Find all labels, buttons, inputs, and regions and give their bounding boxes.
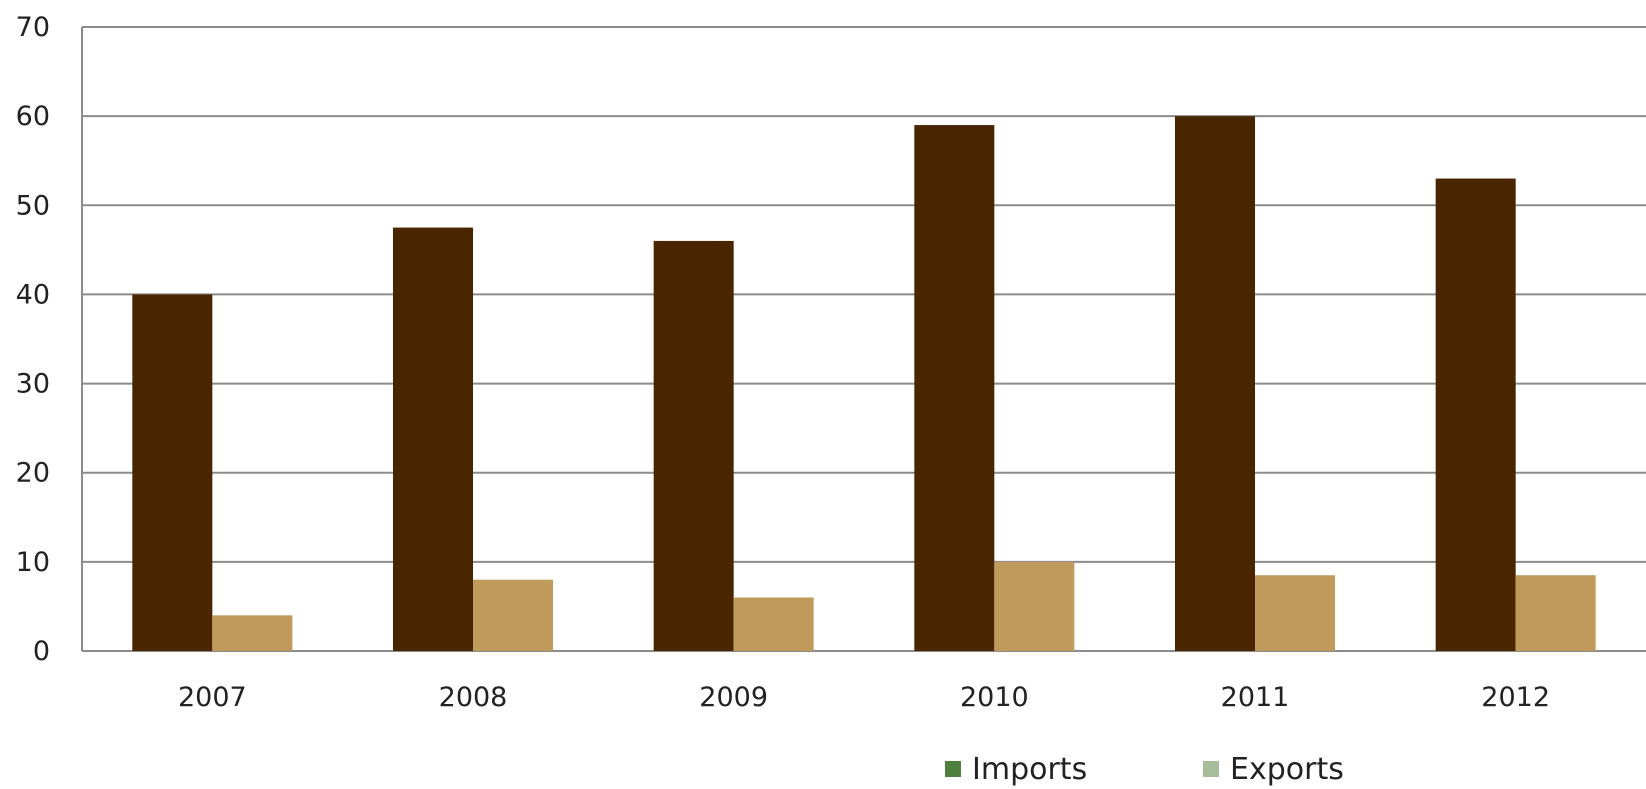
bar-imports-2010 bbox=[914, 125, 994, 651]
y-tick-label: 30 bbox=[16, 369, 50, 400]
y-tick-label: 20 bbox=[16, 458, 50, 489]
bar-exports-2012 bbox=[1516, 575, 1596, 651]
y-tick-label: 40 bbox=[16, 279, 50, 310]
gridlines bbox=[82, 27, 1646, 651]
bar-imports-2008 bbox=[393, 228, 473, 651]
legend: Imports Exports bbox=[945, 752, 1344, 787]
bar-exports-2008 bbox=[473, 580, 553, 651]
y-tick-label: 10 bbox=[16, 547, 50, 578]
x-tick-label: 2010 bbox=[960, 682, 1029, 713]
bar-exports-2011 bbox=[1255, 575, 1335, 651]
bar-imports-2007 bbox=[132, 294, 212, 651]
bar-imports-2012 bbox=[1436, 179, 1516, 651]
legend-label-exports: Exports bbox=[1230, 752, 1344, 787]
x-tick-label: 2008 bbox=[439, 682, 508, 713]
y-tick-label: 0 bbox=[33, 636, 50, 667]
bar-exports-2007 bbox=[212, 615, 292, 651]
y-tick-label: 50 bbox=[16, 190, 50, 221]
y-tick-label: 60 bbox=[16, 101, 50, 132]
x-tick-label: 2007 bbox=[178, 682, 247, 713]
x-tick-label: 2012 bbox=[1481, 682, 1550, 713]
bar-exports-2010 bbox=[994, 562, 1074, 651]
y-axis: 0 10 20 30 40 50 60 70 bbox=[16, 12, 50, 667]
legend-swatch-exports bbox=[1203, 761, 1219, 777]
y-tick-label: 70 bbox=[16, 12, 50, 43]
x-axis: 2007 2008 2009 2010 2011 2012 bbox=[178, 682, 1550, 713]
bar-exports-2009 bbox=[734, 598, 814, 651]
bar-imports-2011 bbox=[1175, 116, 1255, 651]
bar-imports-2009 bbox=[654, 241, 734, 651]
legend-label-imports: Imports bbox=[972, 752, 1087, 787]
x-tick-label: 2011 bbox=[1221, 682, 1290, 713]
x-tick-label: 2009 bbox=[699, 682, 768, 713]
legend-swatch-imports bbox=[945, 761, 961, 777]
